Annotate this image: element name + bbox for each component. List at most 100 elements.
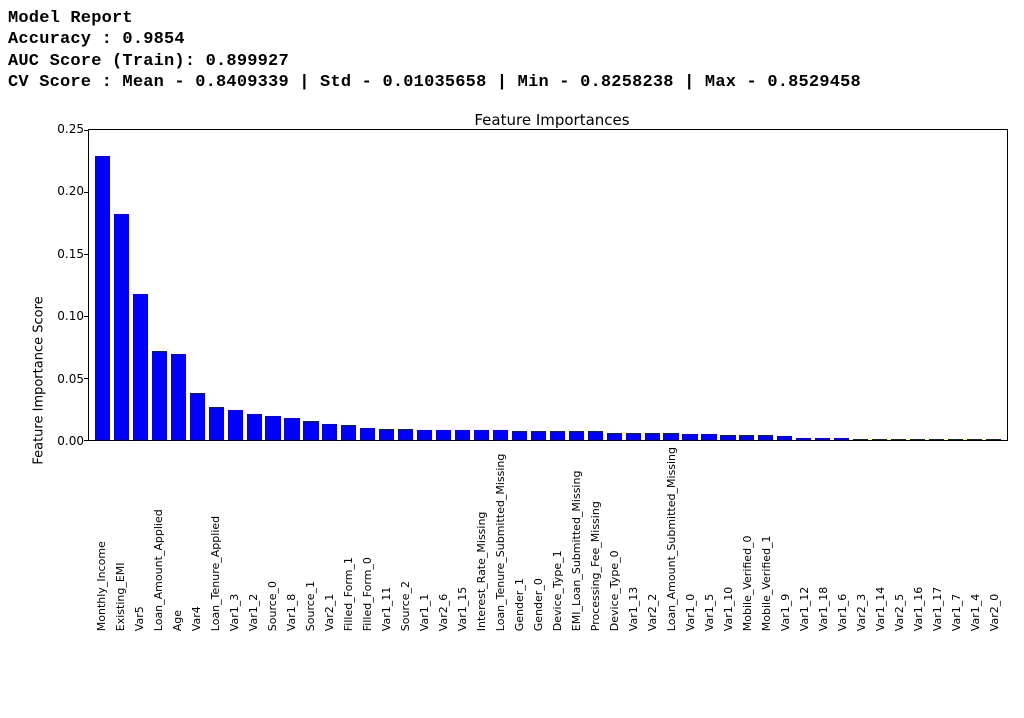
x-tick-slot: Var1_8	[282, 441, 301, 631]
x-tick-label: Var2_3	[855, 447, 868, 631]
bar	[796, 438, 811, 440]
bar	[379, 429, 394, 440]
bar	[910, 439, 925, 440]
feature-importance-chart: Feature Importances Feature Importance S…	[28, 111, 1016, 631]
x-tick-label: Device_Type_1	[551, 447, 564, 631]
x-tick-slot: Mobile_Verified_0	[738, 441, 757, 631]
bar-slot	[207, 130, 226, 440]
x-tick-label: Var1_18	[817, 447, 830, 631]
bar-slot	[662, 130, 681, 440]
bar	[815, 438, 830, 440]
x-tick-slot: Source_1	[301, 441, 320, 631]
bar-slot	[756, 130, 775, 440]
x-tick-slot: Processing_Fee_Missing	[586, 441, 605, 631]
x-tick-label: Loan_Tenure_Submitted_Missing	[494, 447, 507, 631]
x-tick-label: Var2_2	[646, 447, 659, 631]
bar	[209, 407, 224, 440]
bar-slot	[112, 130, 131, 440]
bar-slot	[245, 130, 264, 440]
x-tick-slot: Var1_17	[928, 441, 947, 631]
bar	[95, 156, 110, 440]
x-tick-label: Source_0	[266, 447, 279, 631]
bar	[341, 425, 356, 440]
x-tick-label: Mobile_Verified_0	[741, 447, 754, 631]
bar-slot	[472, 130, 491, 440]
x-tick-slot: Var1_16	[909, 441, 928, 631]
report-line-2: Accuracy : 0.9854	[8, 29, 1016, 50]
model-report-block: Model Report Accuracy : 0.9854 AUC Score…	[8, 8, 1016, 93]
x-tick-slot: Var1_4	[966, 441, 985, 631]
x-tick-label: Var1_6	[836, 447, 849, 631]
bar-slot	[605, 130, 624, 440]
x-tick-slot: Var2_1	[320, 441, 339, 631]
x-tick-label: Source_2	[399, 447, 412, 631]
bar-slot	[567, 130, 586, 440]
x-tick-slot: Var1_6	[833, 441, 852, 631]
x-tick-slot: Loan_Amount_Applied	[149, 441, 168, 631]
bar-slot	[794, 130, 813, 440]
x-tick-label: Var1_0	[684, 447, 697, 631]
bar-slot	[131, 130, 150, 440]
x-tick-slot: Var1_1	[415, 441, 434, 631]
x-tick-label: Var1_8	[285, 447, 298, 631]
bar-slot	[851, 130, 870, 440]
bar	[701, 434, 716, 440]
bar	[303, 421, 318, 440]
x-tick-slot: Loan_Tenure_Applied	[206, 441, 225, 631]
bar	[929, 439, 944, 440]
x-tick-label: Filled_Form_0	[361, 447, 374, 631]
bar-slot	[889, 130, 908, 440]
x-tick-slot: Var1_2	[244, 441, 263, 631]
x-tick-label: Age	[171, 447, 184, 631]
bar	[436, 430, 451, 440]
x-tick-slot: Mobile_Verified_1	[757, 441, 776, 631]
x-tick-slot: Var1_3	[225, 441, 244, 631]
bar	[720, 435, 735, 440]
x-tick-slot: Gender_1	[510, 441, 529, 631]
x-tick-label: Processing_Fee_Missing	[589, 447, 602, 631]
x-tick-slot: Var5	[130, 441, 149, 631]
bar-slot	[264, 130, 283, 440]
bar	[493, 430, 508, 440]
bar	[474, 430, 489, 440]
bar	[133, 294, 148, 440]
x-tick-label: Loan_Amount_Applied	[152, 447, 165, 631]
x-tick-label: Mobile_Verified_1	[760, 447, 773, 631]
bar	[417, 430, 432, 440]
bar	[607, 433, 622, 440]
bar	[152, 351, 167, 440]
bar-slot	[908, 130, 927, 440]
x-tick-slot: Device_Type_0	[605, 441, 624, 631]
x-tick-slot: EMI_Loan_Submitted_Missing	[567, 441, 586, 631]
x-tick-label: Var1_3	[228, 447, 241, 631]
bar	[284, 418, 299, 440]
x-tick-label: Var1_1	[418, 447, 431, 631]
x-tick-label: Var1_4	[969, 447, 982, 631]
bar	[853, 439, 868, 440]
bar-slot	[283, 130, 302, 440]
bar	[190, 393, 205, 440]
bar-slot	[700, 130, 719, 440]
x-tick-slot: Source_0	[263, 441, 282, 631]
x-tick-label: Loan_Tenure_Applied	[209, 447, 222, 631]
bar	[758, 435, 773, 440]
bar	[967, 439, 982, 440]
bar-slot	[529, 130, 548, 440]
bar	[891, 439, 906, 440]
report-line-4: CV Score : Mean - 0.8409339 | Std - 0.01…	[8, 72, 1016, 93]
bar-slot	[775, 130, 794, 440]
x-tick-label: Var1_16	[912, 447, 925, 631]
x-tick-slot: Var2_3	[852, 441, 871, 631]
chart-title: Feature Importances	[88, 111, 1016, 129]
bar-slot	[624, 130, 643, 440]
bar-slot	[586, 130, 605, 440]
bar-slot	[737, 130, 756, 440]
bar	[322, 424, 337, 440]
x-tick-label: Existing_EMI	[114, 447, 127, 631]
bar-slot	[150, 130, 169, 440]
bar-slot	[188, 130, 207, 440]
bar	[265, 416, 280, 440]
x-tick-slot: Var1_9	[776, 441, 795, 631]
bar-slot	[93, 130, 112, 440]
x-tick-slot: Var1_7	[947, 441, 966, 631]
